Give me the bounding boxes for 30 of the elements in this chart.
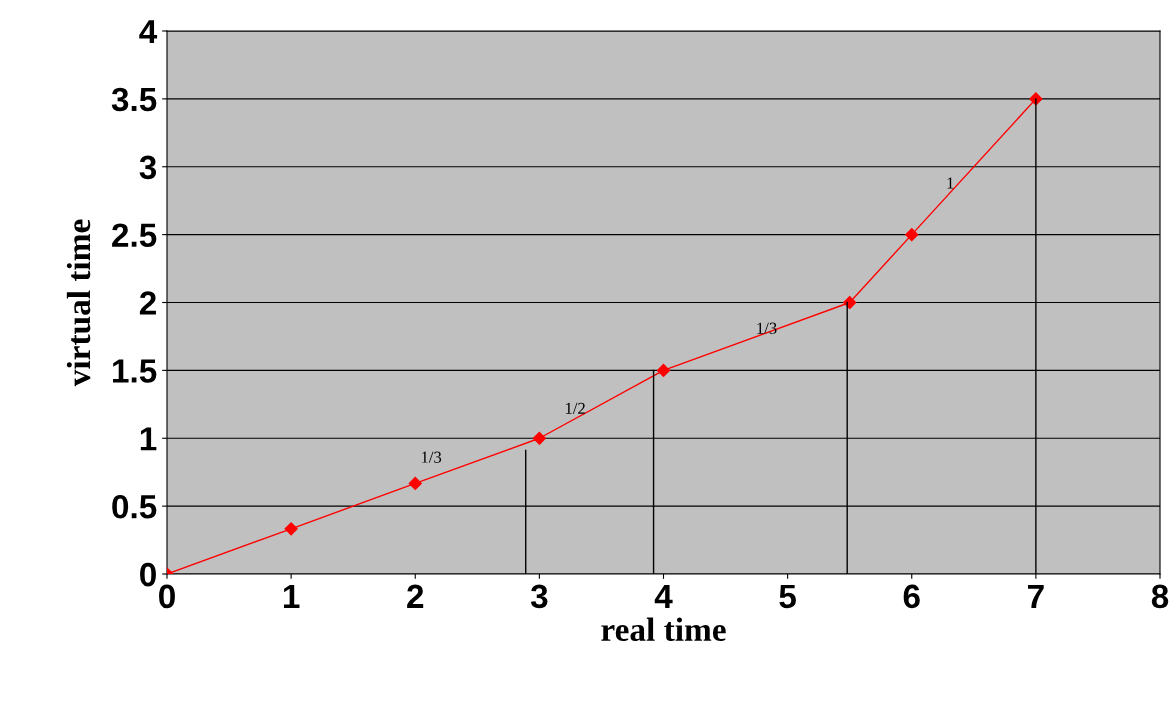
point	[656, 363, 671, 377]
point	[905, 228, 919, 242]
x-tick-label: 1	[283, 584, 300, 608]
x-tick-label: 8	[1151, 584, 1169, 609]
x-tick-label: 6	[903, 584, 920, 609]
y-tick-label: 0	[140, 562, 156, 587]
x-tick-label: 7	[1028, 584, 1044, 608]
x-tick-label: 0	[159, 584, 175, 609]
point	[284, 522, 298, 536]
y-tick-label: 0.5	[112, 494, 157, 519]
x-tick-label: 3	[530, 584, 548, 609]
y-tick-label: 2.5	[112, 223, 157, 248]
x-tick-label: 2	[407, 584, 424, 608]
annotation: 1/3	[421, 451, 442, 463]
point	[843, 295, 857, 310]
x-tick-label: 5	[779, 584, 796, 609]
point	[408, 476, 422, 491]
x-axis-title: real time	[601, 617, 726, 642]
y-axis-title: virtual time	[66, 219, 91, 387]
y-tick-label: 1.5	[113, 359, 157, 383]
y-tick-label: 1	[140, 427, 157, 451]
y-tick-label: 4	[139, 20, 158, 44]
annotation: 1/2	[565, 402, 585, 414]
y-tick-label: 2	[139, 291, 156, 315]
annotation: 1	[947, 177, 954, 189]
point	[532, 431, 546, 445]
annotation: 1/3	[757, 322, 777, 334]
x-tick-label: 4	[654, 584, 673, 608]
y-tick-label: 3.5	[111, 87, 157, 112]
y-tick-label: 3	[139, 155, 157, 180]
